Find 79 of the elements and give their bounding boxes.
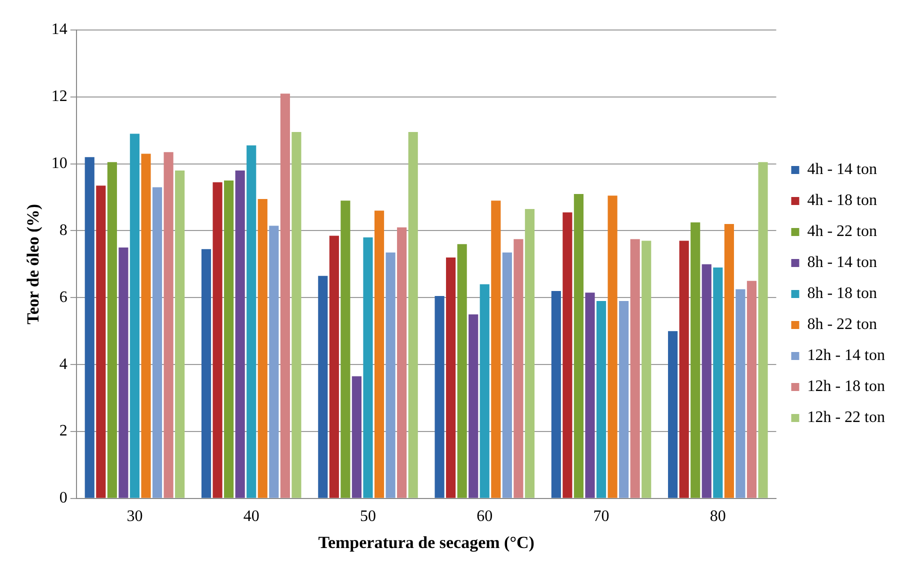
bar [130,134,140,498]
bar [152,187,162,498]
y-tick-label: 4 [59,356,68,373]
bar [96,186,106,498]
bar [107,162,117,498]
bar [374,210,384,498]
y-tick-label: 12 [51,88,68,106]
bar [758,162,768,498]
bar [690,222,700,498]
bar [562,212,572,498]
legend-label: 4h - 22 ton [807,223,878,240]
bar [224,180,234,498]
bar [524,208,535,498]
legend-label: 8h - 18 ton [807,285,878,302]
bar [258,198,268,498]
bar [746,280,757,498]
bar [175,170,185,498]
y-tick-label: 14 [51,21,68,38]
bar [363,237,373,498]
bar [164,152,174,498]
y-tick-label: 8 [59,222,68,239]
bar [212,182,222,498]
bar [340,200,350,498]
bar [408,132,418,498]
bar [329,236,339,498]
bar [736,289,746,498]
bar [630,239,640,498]
legend-label: 8h - 22 ton [807,316,878,334]
bar [318,276,328,498]
bar [446,258,456,498]
bar [713,268,723,498]
x-tick-label: 60 [476,508,493,526]
bar [468,314,478,498]
bar [397,227,407,498]
bar [386,252,396,498]
bar [514,239,524,498]
y-tick-label: 6 [59,288,68,306]
bar [235,170,245,498]
legend-label: 12h - 14 ton [807,347,886,364]
bar [702,264,712,498]
bar [551,290,561,498]
bar [679,240,689,498]
x-tick-label: 40 [243,508,260,526]
bar [352,376,362,498]
bar [608,196,618,498]
y-tick-label: 10 [51,155,68,172]
bar [491,200,501,498]
x-axis-title: Temperatura de secagem (°C) [318,533,534,552]
legend-label: 12h - 22 ton [807,409,886,426]
x-tick-label: 30 [126,508,143,526]
legend-label: 8h - 14 ton [807,254,878,272]
bar [118,247,128,498]
bar [280,94,290,498]
bar [84,157,94,498]
y-tick-label: 2 [59,422,68,440]
bar [201,249,212,498]
bar [502,252,512,498]
x-tick-label: 70 [593,508,610,526]
bar [668,331,678,498]
legend-label: 4h - 14 ton [807,161,878,178]
bar [724,224,734,498]
bar [480,284,490,498]
bar [619,301,629,498]
bar [141,154,151,498]
x-tick-label: 80 [710,508,726,526]
y-axis-title: Teor de óleo (%) [24,204,43,324]
x-tick-label: 50 [360,508,376,526]
bar [246,145,256,498]
bar [434,296,444,498]
bar [596,301,606,498]
bar [292,132,302,498]
bar [585,292,595,498]
y-tick-label: 0 [59,490,68,507]
bar [457,244,467,498]
bar [574,194,584,498]
bar [269,226,279,498]
legend-label: 4h - 18 ton [807,192,878,210]
bar [642,240,652,498]
legend-label: 12h - 18 ton [807,378,886,396]
